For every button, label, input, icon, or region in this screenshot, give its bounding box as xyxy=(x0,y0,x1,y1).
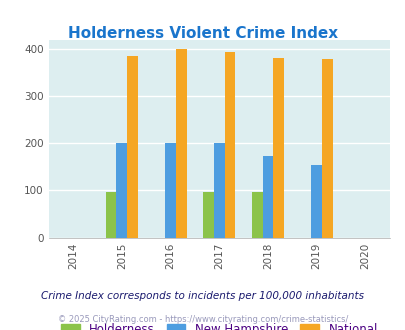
Text: Holderness Violent Crime Index: Holderness Violent Crime Index xyxy=(68,26,337,41)
Bar xyxy=(321,59,332,238)
Text: Crime Index corresponds to incidents per 100,000 inhabitants: Crime Index corresponds to incidents per… xyxy=(41,291,364,301)
Bar xyxy=(224,52,235,238)
Legend: Holderness, New Hampshire, National: Holderness, New Hampshire, National xyxy=(56,319,382,330)
Bar xyxy=(251,192,262,238)
Bar xyxy=(202,192,213,238)
Bar xyxy=(165,143,175,238)
Bar xyxy=(311,165,321,238)
Bar xyxy=(127,56,138,238)
Bar xyxy=(273,57,283,238)
Text: © 2025 CityRating.com - https://www.cityrating.com/crime-statistics/: © 2025 CityRating.com - https://www.city… xyxy=(58,315,347,324)
Bar xyxy=(116,143,127,238)
Bar xyxy=(105,192,116,238)
Bar xyxy=(175,49,186,238)
Bar xyxy=(262,156,273,238)
Bar xyxy=(213,143,224,238)
